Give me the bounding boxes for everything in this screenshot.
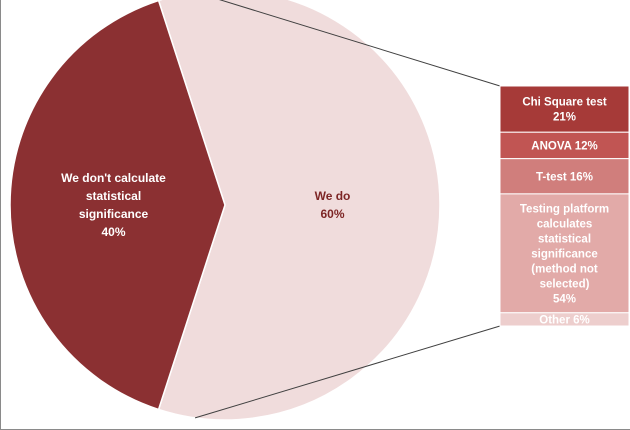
connector-line-top xyxy=(219,0,501,87)
bar-label-chi-square-test-line-1: 21% xyxy=(553,112,576,124)
connector-line-bottom xyxy=(194,325,501,419)
bar-segment-other-6 xyxy=(499,312,630,327)
bar-label-chi-square-test-line-0: Chi Square test xyxy=(522,97,607,109)
pie-label-we-do-line-1: 60% xyxy=(320,207,344,221)
pie-label-we-don-t-calculate-line-2: significance xyxy=(79,207,149,221)
pie-label-we-do-line-0: We do xyxy=(315,189,351,203)
bar-label-testing-platform-line-5: selected) xyxy=(540,278,590,290)
bar-label-testing-platform-line-1: calculates xyxy=(537,218,593,230)
bar-label-anova-12-line-0: ANOVA 12% xyxy=(531,140,597,152)
pie-label-we-don-t-calculate-line-3: 40% xyxy=(101,225,125,239)
pie-label-we-don-t-calculate-line-1: statistical xyxy=(86,189,141,203)
bar-label-testing-platform-line-0: Testing platform xyxy=(520,203,609,215)
bar-label-t-test-16-line-0: T-test 16% xyxy=(536,171,593,183)
pie-label-we-don-t-calculate-line-0: We don't calculate xyxy=(61,171,166,185)
bar-segment-anova-12 xyxy=(499,131,630,160)
bar-label-other-6-line-0: Other 6% xyxy=(539,314,590,326)
bar-segment-chi-square-test xyxy=(499,85,630,133)
bar-label-testing-platform-line-4: (method not xyxy=(531,263,598,275)
bar-label-testing-platform-line-6: 54% xyxy=(553,293,576,305)
pie-slice-we-do xyxy=(157,0,441,421)
bar-label-testing-platform-line-3: significance xyxy=(531,248,597,260)
bar-label-testing-platform-line-2: statistical xyxy=(538,233,591,245)
pie-slice-we-don-t-calculate xyxy=(9,0,226,411)
